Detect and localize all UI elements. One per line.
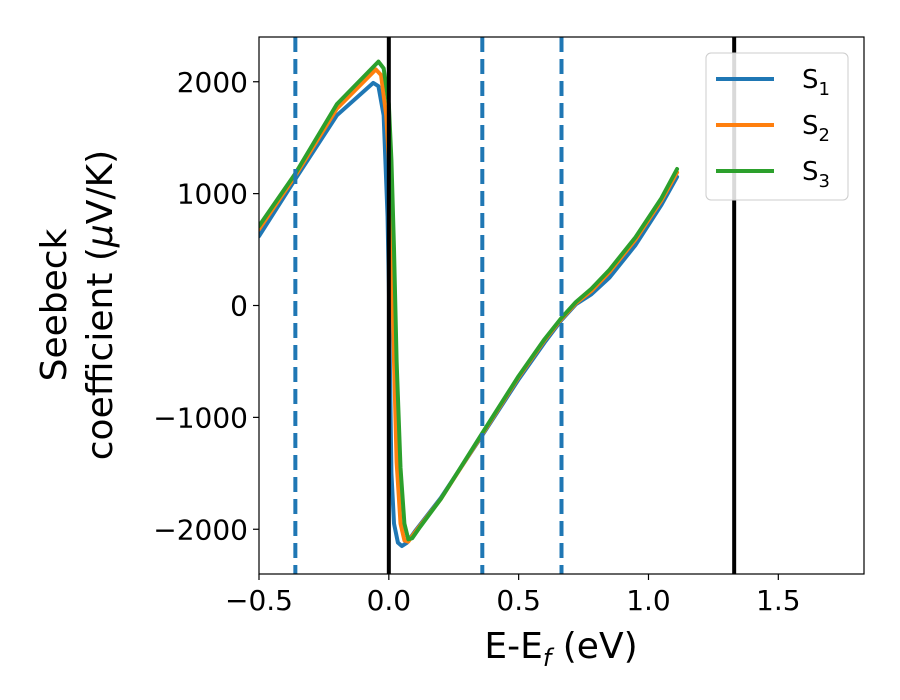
y-tick-label: 0 [230, 290, 248, 323]
legend-box [705, 52, 849, 201]
legend-label-s1: S1 [802, 65, 830, 100]
y-tick-label: 2000 [177, 66, 248, 99]
x-axis-label-unit: (eV) [551, 626, 637, 667]
legend: S1 S2 S3 [705, 52, 849, 201]
x-tick-label: 0.5 [496, 584, 541, 617]
y-axis-label-line2: coefficient (μV/K) [80, 150, 121, 460]
y-tick-label: −2000 [153, 513, 248, 546]
x-tick-label: 1.0 [626, 584, 671, 617]
series-line-s1 [259, 80, 680, 549]
axes-ticks: −0.5 0.0 0.5 1.0 1.5 2000 1000 0 −1000 −2000 [153, 66, 800, 617]
x-tick-label: −0.5 [225, 584, 293, 617]
plot-area [259, 37, 737, 574]
x-tick-label: 0.0 [367, 584, 412, 617]
y-axis-label-mu: μ [80, 224, 121, 248]
legend-label-s3: S3 [802, 157, 830, 192]
x-axis-label: E-Ef (eV) [484, 626, 637, 672]
y-axis-label: Seebeck coefficient (μV/K) [34, 150, 121, 460]
legend-label-s2: S2 [802, 111, 830, 146]
series-line-s3 [259, 59, 680, 542]
y-tick-label: 1000 [177, 178, 248, 211]
y-axis-label-line1: Seebeck [34, 228, 75, 381]
x-tick-label: 1.5 [756, 584, 801, 617]
y-tick-label: −1000 [153, 401, 248, 434]
